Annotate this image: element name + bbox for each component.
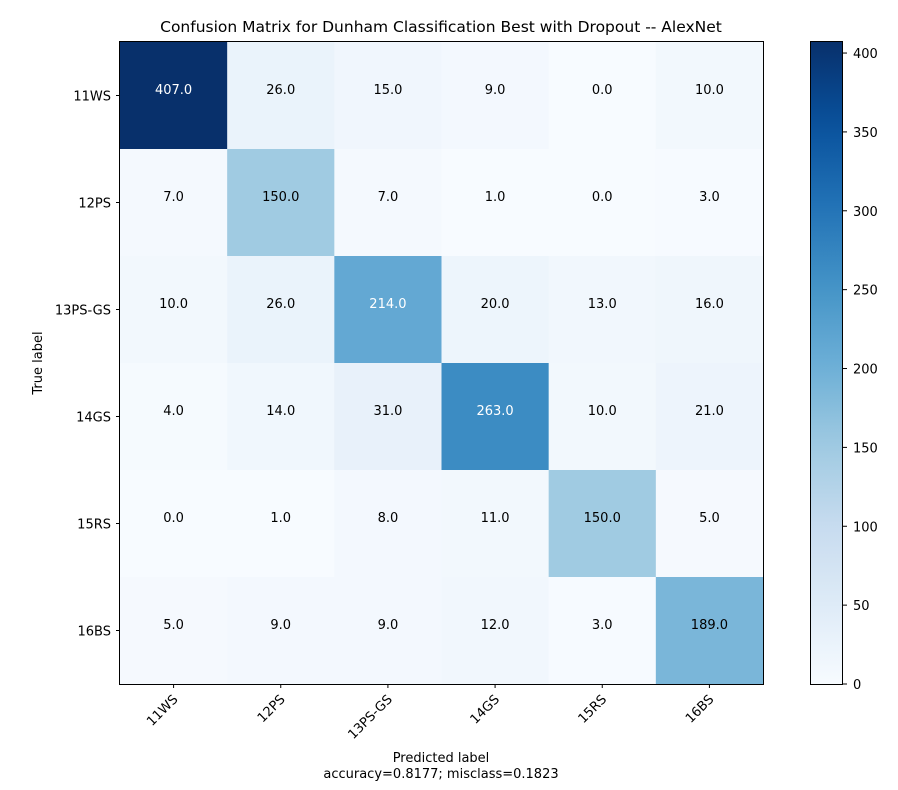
cell-value-label: 15.0 [373, 83, 402, 98]
heatmap-cell [655, 149, 764, 257]
heatmap-cell [441, 149, 550, 257]
cell-value-label: 20.0 [481, 297, 510, 312]
heatmap-cell [334, 577, 442, 685]
cell-value-label: 13.0 [588, 297, 617, 312]
cell-value-label: 21.0 [695, 404, 724, 419]
cell-value-label: 0.0 [163, 511, 184, 526]
heatmap-cell [548, 470, 657, 578]
cell-value-label: 3.0 [699, 190, 720, 205]
cell-value-label: 7.0 [378, 190, 399, 205]
heatmap-cell [227, 42, 335, 150]
y-tick-label: 14GS [76, 411, 111, 426]
y-tick-label: 11WS [73, 90, 111, 105]
colorbar-tick-label: 100 [853, 520, 878, 535]
heatmap-cell [334, 363, 442, 471]
colorbar [810, 41, 843, 685]
y-tick-label: 13PS-GS [55, 304, 111, 319]
heatmap-cell [548, 42, 657, 150]
heatmap-cell [334, 256, 442, 364]
cell-value-label: 10.0 [159, 297, 188, 312]
heatmap-cell [334, 149, 442, 257]
cell-value-label: 8.0 [378, 511, 399, 526]
chart-title: Confusion Matrix for Dunham Classificati… [160, 18, 722, 36]
heatmap-cell [548, 256, 657, 364]
heatmap-cells [120, 42, 764, 685]
heatmap-cell [441, 470, 550, 578]
heatmap-cell [120, 42, 228, 150]
plot-frame [119, 41, 764, 685]
heatmap-cell [548, 577, 657, 685]
heatmap-cell [548, 149, 657, 257]
cell-value-label: 14.0 [266, 404, 295, 419]
heatmap-cell [655, 577, 764, 685]
heatmap-cell-labels: 407.0 26.0 15.0 9.0 0.0 10.0 7.0 150.0 7.0 1.0 0.0… [155, 83, 728, 633]
heatmap-cell [655, 256, 764, 364]
x-axis-label: Predicted label [393, 751, 490, 766]
heatmap-cell [227, 577, 335, 685]
heatmap-cell [441, 577, 550, 685]
cell-value-label: 0.0 [592, 83, 613, 98]
heatmap-cell [334, 470, 442, 578]
colorbar-tick-label: 150 [853, 441, 878, 456]
colorbar-ticks: 0 50 100 150 200 250 300 350 400 [843, 47, 878, 693]
colorbar-tick-label: 50 [853, 599, 870, 614]
cell-value-label: 9.0 [270, 618, 291, 633]
cell-value-label: 263.0 [476, 404, 513, 419]
heatmap-cell [120, 363, 228, 471]
cell-value-label: 9.0 [378, 618, 399, 633]
heatmap-cell [120, 256, 228, 364]
cell-value-label: 10.0 [588, 404, 617, 419]
heatmap-cell [120, 577, 228, 685]
colorbar-tick-label: 0 [853, 678, 861, 693]
heatmap-cell [227, 363, 335, 471]
colorbar-tick-label: 250 [853, 284, 878, 299]
cell-value-label: 9.0 [485, 83, 506, 98]
cell-value-label: 214.0 [369, 297, 406, 312]
cell-value-label: 5.0 [699, 511, 720, 526]
heatmap-cell [227, 256, 335, 364]
heatmap-cell [655, 363, 764, 471]
heatmap-cell [227, 470, 335, 578]
heatmap-cell [655, 470, 764, 578]
heatmap-cell [334, 42, 442, 150]
heatmap-cell [441, 256, 550, 364]
cell-value-label: 4.0 [163, 404, 184, 419]
heatmap-cell [548, 363, 657, 471]
cell-value-label: 10.0 [695, 83, 724, 98]
cell-value-label: 150.0 [584, 511, 621, 526]
cell-value-label: 0.0 [592, 190, 613, 205]
cell-value-label: 7.0 [163, 190, 184, 205]
y-tick-label: 15RS [77, 518, 111, 533]
colorbar-tick-label: 350 [853, 126, 878, 141]
colorbar-tick-label: 200 [853, 363, 878, 378]
heatmap-cell [655, 42, 764, 150]
cell-value-label: 16.0 [695, 297, 724, 312]
cell-value-label: 26.0 [266, 83, 295, 98]
cell-value-label: 150.0 [262, 190, 299, 205]
heatmap-cell [441, 42, 550, 150]
heatmap-cell [441, 363, 550, 471]
cell-value-label: 31.0 [373, 404, 402, 419]
y-tick-label: 16BS [78, 625, 111, 640]
x-axis-sublabel: accuracy=0.8177; misclass=0.1823 [323, 767, 558, 782]
cell-value-label: 1.0 [270, 511, 291, 526]
cell-value-label: 1.0 [485, 190, 506, 205]
heatmap-cell [120, 149, 228, 257]
y-tick-label: 12PS [78, 197, 111, 212]
heatmap-cell [120, 470, 228, 578]
y-axis-ticks: 11WS 12PS 13PS-GS 14GS 15RS 16BS [55, 90, 120, 640]
cell-value-label: 5.0 [163, 618, 184, 633]
cell-value-label: 12.0 [481, 618, 510, 633]
colorbar-tick-label: 400 [853, 47, 878, 62]
cell-value-label: 3.0 [592, 618, 613, 633]
colorbar-tick-label: 300 [853, 205, 878, 220]
cell-value-label: 189.0 [691, 618, 728, 633]
cell-value-label: 407.0 [155, 83, 192, 98]
cell-value-label: 26.0 [266, 297, 295, 312]
cell-value-label: 11.0 [481, 511, 510, 526]
y-axis-label: True label [31, 331, 46, 395]
heatmap-cell [227, 149, 335, 257]
